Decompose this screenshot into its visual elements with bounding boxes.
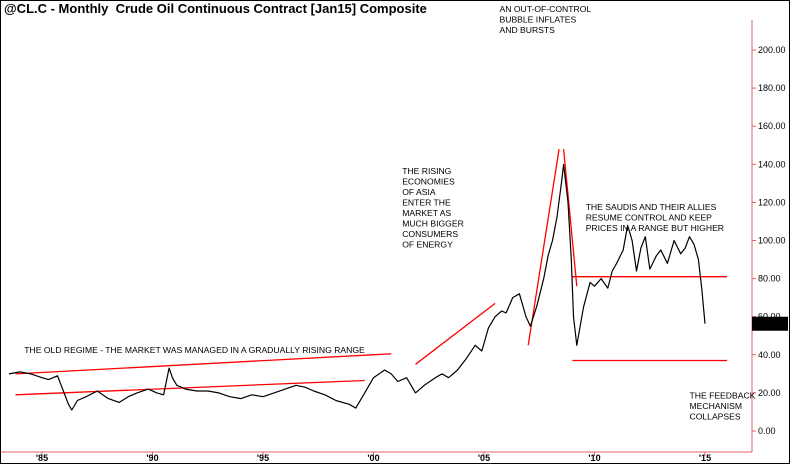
annotation-line: AN OUT-OF-CONTROL xyxy=(500,4,592,14)
annotation-line: AND BURSTS xyxy=(500,25,556,35)
x-tick-label: '15 xyxy=(699,453,711,463)
trend-line-4 xyxy=(527,148,560,346)
x-tick-label: '85 xyxy=(36,453,48,463)
y-tick-label: 200.00 xyxy=(758,45,786,55)
y-tick-label: 180.00 xyxy=(758,83,786,93)
y-tick-label: 20.00 xyxy=(758,388,781,398)
annotation-line: MUCH BIGGER xyxy=(402,218,464,228)
annotation-5: THE FEEDBACK MECHANISM COLLAPSES xyxy=(690,391,756,422)
annotation-line: MECHANISM xyxy=(690,401,743,411)
annotation-line: COLLAPSES xyxy=(690,412,741,422)
annotation-line: PRICES IN A RANGE BUT HIGHER xyxy=(586,223,724,233)
annotation-4: THE SAUDIS AND THEIR ALLIES RESUME CONTRO… xyxy=(586,202,724,233)
annotation-1: THE OLD REGIME - THE MARKET WAS MANAGED … xyxy=(24,345,365,355)
price-series-line-1 xyxy=(8,163,706,411)
annotation-line: BUBBLE INFLATES xyxy=(500,14,577,24)
annotation-line: ENTER THE xyxy=(402,197,451,207)
y-tick-label: 120.00 xyxy=(758,197,786,207)
annotation-3: AN OUT-OF-CONTROL BUBBLE INFLATES AND BURS… xyxy=(500,4,592,35)
x-tick-label: '90 xyxy=(146,453,158,463)
last-value-label: 56.30 xyxy=(757,320,780,330)
x-tick-label: '10 xyxy=(588,453,600,463)
annotation-line: THE OLD REGIME - THE MARKET WAS MANAGED … xyxy=(24,345,365,355)
annotation-line: ECONOMIES xyxy=(402,176,455,186)
trend-line-1 xyxy=(15,379,365,396)
y-tick-label: 80.00 xyxy=(758,274,781,284)
trend-line-2 xyxy=(15,353,392,375)
annotation-2: THE RISING ECONOMIES OF ASIA ENTER THE MARKE… xyxy=(402,166,464,250)
price-series-layer xyxy=(8,163,706,411)
axes-layer: 200.00 180.00 160.00 140.00 120.00 100.00 80.0… xyxy=(1,20,788,463)
annotations-layer: THE OLD REGIME - THE MARKET WAS MANAGED … xyxy=(24,4,755,422)
trend-lines-layer xyxy=(15,148,728,396)
y-tick-label: 0.00 xyxy=(758,426,776,436)
y-tick-label: 140.00 xyxy=(758,159,786,169)
chart-title: @CL.C - Monthly Crude Oil Continuous Con… xyxy=(4,1,427,16)
annotation-line: THE FEEDBACK xyxy=(690,391,756,401)
y-tick-label: 40.00 xyxy=(758,350,781,360)
annotation-line: THE SAUDIS AND THEIR ALLIES xyxy=(586,202,717,212)
last-value-box xyxy=(752,316,788,331)
y-tick-label: 100.00 xyxy=(758,236,786,246)
y-tick-label: 60.00 xyxy=(758,312,781,322)
annotation-line: OF ENERGY xyxy=(402,239,453,249)
trend-line-5 xyxy=(562,149,578,287)
trend-line-3 xyxy=(415,302,496,365)
y-tick-label: 160.00 xyxy=(758,121,786,131)
annotation-line: CONSUMERS xyxy=(402,229,458,239)
annotation-line: MARKET AS xyxy=(402,208,451,218)
annotation-line: RESUME CONTROL AND KEEP xyxy=(586,213,712,223)
x-tick-label: '95 xyxy=(257,453,269,463)
annotation-line: OF ASIA xyxy=(402,187,436,197)
annotation-line: THE RISING xyxy=(402,166,451,176)
x-tick-label: '00 xyxy=(367,453,379,463)
x-tick-label: '05 xyxy=(478,453,490,463)
